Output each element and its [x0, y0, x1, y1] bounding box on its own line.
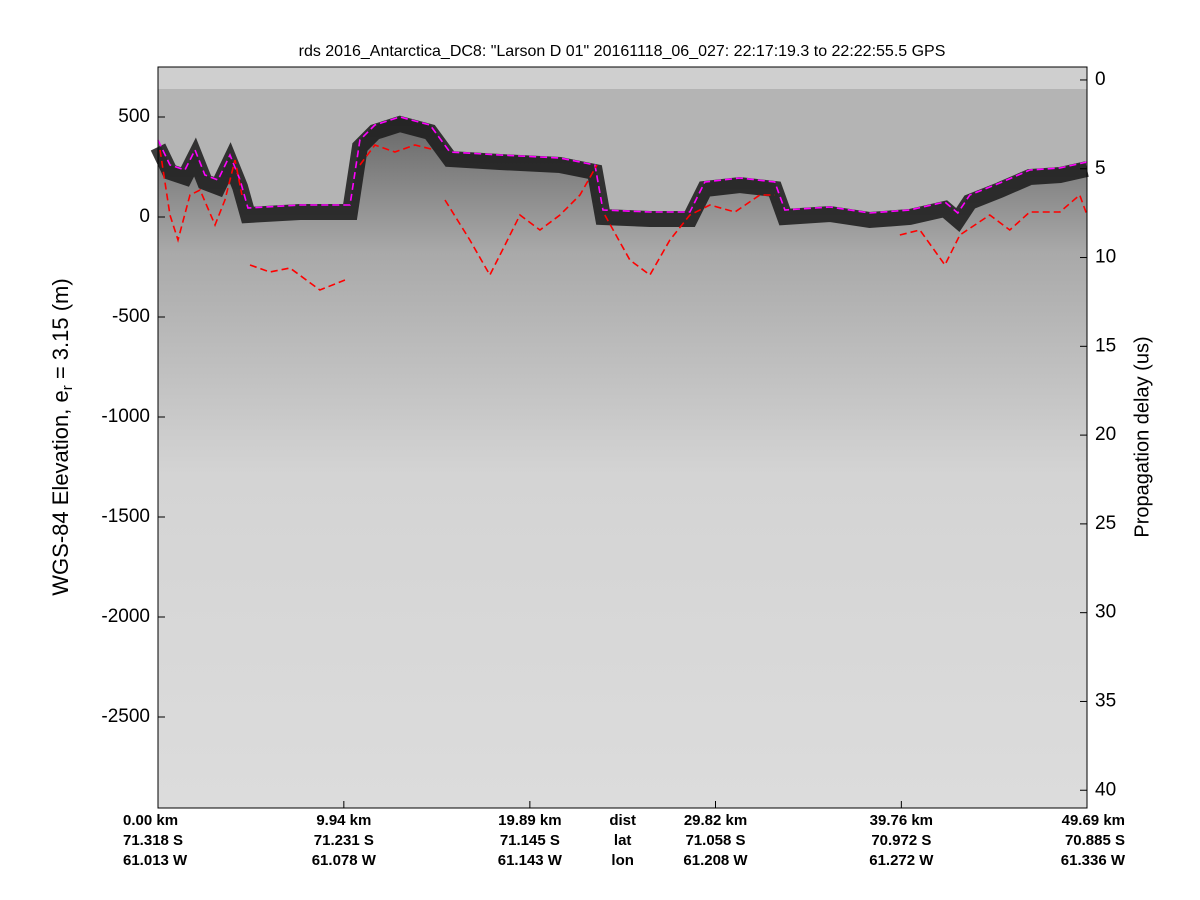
- y2-tick-label: 15: [1095, 335, 1116, 356]
- x-tick-label: 29.82 km: [684, 812, 747, 829]
- y-tick-label: -1000: [101, 406, 150, 427]
- lon-label: 61.078 W: [312, 852, 377, 869]
- y-tick-label: 500: [118, 106, 150, 127]
- x-tick-label: 49.69 km: [1062, 812, 1125, 829]
- x-tick-label: 39.76 km: [870, 812, 933, 829]
- y-tick-label: 0: [139, 206, 150, 227]
- lon-label: 61.013 W: [123, 852, 188, 869]
- series-line: [159, 144, 1088, 291]
- y-tick-label: -2500: [101, 706, 150, 727]
- y-axis-label-rest: = 3.15 (m): [48, 278, 73, 385]
- x-tick-label: 19.89 km: [498, 812, 561, 829]
- y-tick-label: -1500: [101, 506, 150, 527]
- y2-tick-label: 20: [1095, 424, 1116, 445]
- echogram-surface-echo: [150, 115, 1089, 232]
- lat-label: 71.231 S: [314, 832, 374, 849]
- chart-title: rds 2016_Antarctica_DC8: "Larson D 01" 2…: [299, 43, 946, 60]
- y-tick-label: -2000: [101, 606, 150, 627]
- y-tick-label: -500: [112, 306, 150, 327]
- lon-label: 61.336 W: [1061, 852, 1126, 869]
- y-axis-label-main: WGS-84 Elevation, e: [48, 390, 73, 595]
- lat-label: 70.972 S: [871, 832, 931, 849]
- y2-tick-label: 0: [1095, 69, 1106, 90]
- y2-tick-label: 10: [1095, 247, 1116, 268]
- echogram-top-band: [158, 67, 1087, 89]
- lat-label: 71.145 S: [500, 832, 560, 849]
- y-axis-label: WGS-84 Elevation, er = 3.15 (m): [48, 278, 76, 595]
- echogram-air: [158, 67, 1087, 213]
- y2-tick-label: 30: [1095, 602, 1116, 623]
- y2-tick-label: 25: [1095, 513, 1116, 534]
- lon-label: 61.143 W: [498, 852, 563, 869]
- y2-tick-label: 40: [1095, 779, 1116, 800]
- y2-axis-label: Propagation delay (us): [1131, 336, 1153, 537]
- row-label: lon: [611, 852, 634, 869]
- x-tick-label: 0.00 km: [123, 812, 178, 829]
- lat-label: 71.318 S: [123, 832, 183, 849]
- lon-label: 61.208 W: [683, 852, 748, 869]
- plot-frame: [157, 66, 1088, 809]
- series-line: [157, 116, 1088, 215]
- lat-label: 70.885 S: [1065, 832, 1125, 849]
- row-label: dist: [609, 812, 636, 829]
- y-axis-label-subscript: r: [59, 385, 76, 390]
- y2-tick-label: 5: [1095, 158, 1106, 179]
- y2-tick-label: 35: [1095, 690, 1116, 711]
- row-label: lat: [614, 832, 632, 849]
- lon-label: 61.272 W: [869, 852, 934, 869]
- x-tick-label: 9.94 km: [316, 812, 371, 829]
- lat-label: 71.058 S: [685, 832, 745, 849]
